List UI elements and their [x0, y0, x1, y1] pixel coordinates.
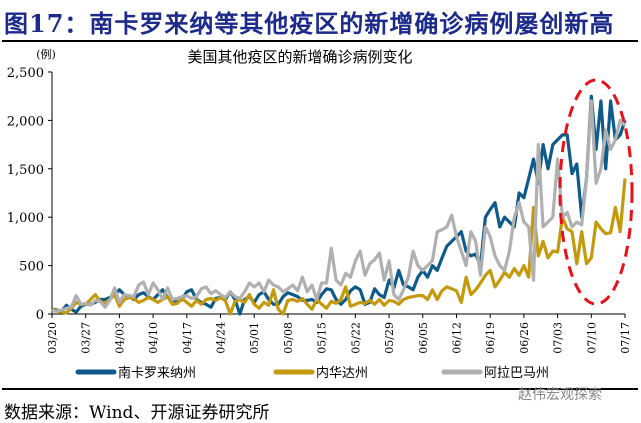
y-tick-label: 1,000 [7, 211, 44, 226]
legend-label-2: 阿拉巴马州 [484, 366, 549, 381]
x-tick-label: 03/20 [46, 322, 59, 354]
x-tick-label: 04/10 [147, 322, 160, 354]
y-tick-label: 0 [36, 308, 44, 323]
data-source: 数据来源：Wind、开源证券研究所 [4, 403, 270, 423]
series-line-1 [51, 178, 627, 316]
x-tick-label: 05/01 [248, 322, 261, 354]
bottom-divider [2, 388, 638, 390]
x-tick-label: 06/26 [518, 322, 531, 354]
x-tick-label: 07/03 [552, 322, 565, 354]
figure-title: 图17：南卡罗来纳等其他疫区的新增确诊病例屡创新高 [4, 9, 615, 38]
y-tick-label: 2,500 [7, 66, 44, 81]
x-tick-label: 04/24 [215, 322, 228, 354]
highlight-ellipse [558, 78, 634, 306]
x-tick-label: 05/29 [383, 322, 396, 354]
x-tick-label: 04/17 [181, 322, 194, 354]
x-tick-label: 03/27 [80, 322, 93, 354]
top-divider [2, 40, 638, 42]
x-tick-label: 05/22 [349, 322, 362, 354]
y-axis-unit: (例) [36, 47, 56, 61]
series-line-2 [52, 99, 627, 313]
chart-title: 美国其他疫区的新增确诊病例变化 [187, 48, 412, 66]
x-tick-label: 04/03 [113, 322, 126, 354]
x-tick-label: 05/15 [316, 322, 329, 354]
legend-label-1: 内华达州 [316, 365, 368, 381]
x-tick-label: 05/08 [282, 322, 295, 354]
y-tick-label: 500 [19, 260, 44, 275]
x-tick-label: 07/10 [585, 322, 598, 354]
legend-label-0: 南卡罗来纳州 [118, 365, 196, 381]
x-tick-label: 06/19 [484, 322, 497, 354]
x-tick-label: 06/05 [417, 322, 430, 354]
x-tick-label: 07/17 [619, 322, 632, 354]
x-tick-label: 06/12 [450, 322, 463, 354]
y-tick-label: 2,000 [7, 114, 44, 129]
watermark: 赵伟宏观探索 [518, 387, 602, 403]
y-tick-label: 1,500 [7, 163, 44, 178]
